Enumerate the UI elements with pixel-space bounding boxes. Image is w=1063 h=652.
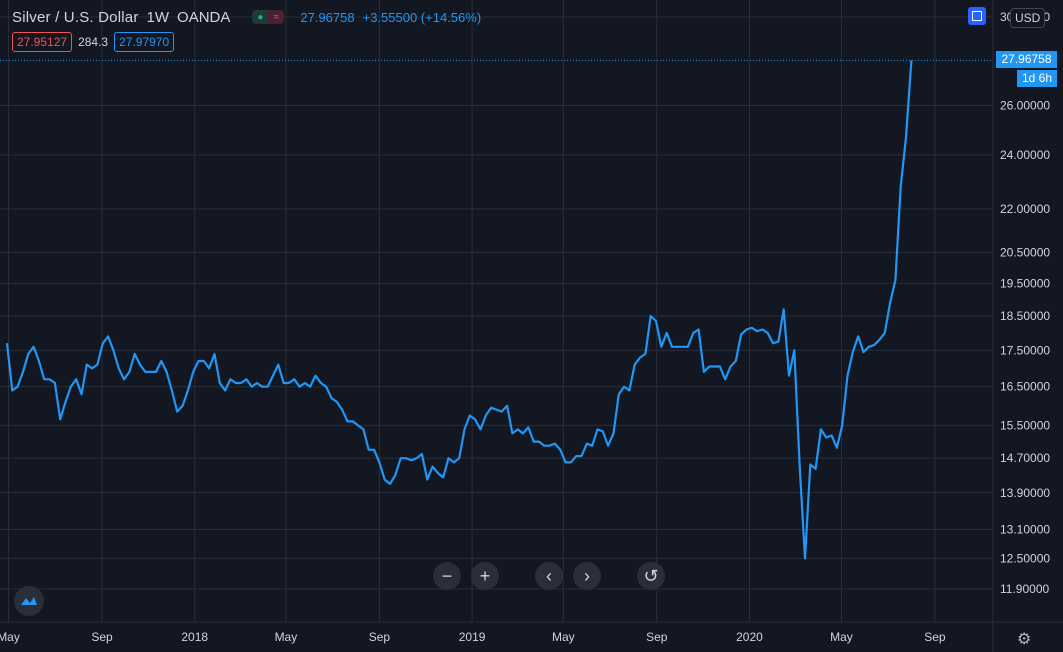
y-tick-label: 18.50000 (1000, 309, 1050, 323)
x-tick-label: 2020 (736, 630, 763, 644)
y-tick-label: 20.50000 (1000, 245, 1050, 259)
y-tick-label: 11.90000 (1000, 582, 1049, 596)
y-tick-label: 26.00000 (1000, 99, 1050, 113)
square-icon[interactable] (968, 7, 986, 25)
plus-icon[interactable]: + (471, 562, 499, 590)
y-tick-label: 17.50000 (1000, 343, 1050, 357)
approx-icon[interactable]: ≈ (268, 10, 285, 24)
series-line[interactable] (5, 60, 913, 560)
y-tick-label: 22.00000 (1000, 202, 1050, 216)
x-tick-label: Sep (369, 630, 391, 644)
last-price: 27.96758 (300, 9, 355, 25)
y-tick-label: 15.50000 (1000, 418, 1050, 432)
x-tick-label: May (0, 630, 20, 644)
exchange-label[interactable]: OANDA (177, 8, 231, 26)
x-tick-label: May (275, 630, 298, 644)
currency-button[interactable]: USD (1010, 8, 1046, 28)
bid-ask-row: 27.95127 284.3 27.97970 (12, 32, 175, 52)
y-tick-label: 19.50000 (1000, 276, 1050, 290)
y-tick-label: 24.00000 (1000, 148, 1050, 162)
gear-icon[interactable]: ⚙ (1017, 631, 1032, 648)
y-tick-label: 12.50000 (1000, 551, 1050, 565)
ask-price[interactable]: 27.97970 (114, 32, 175, 52)
chevron-right-icon[interactable]: › (573, 562, 601, 590)
y-tick-label: 13.90000 (1000, 486, 1050, 500)
x-tick-label: 2018 (181, 630, 208, 644)
x-tick-label: Sep (646, 630, 668, 644)
market-status[interactable]: ● ≈ (252, 10, 285, 24)
x-tick-label: 2019 (459, 630, 486, 644)
y-tick-label: 16.50000 (1000, 380, 1050, 394)
x-tick-label: May (552, 630, 575, 644)
rotate-ccw-icon[interactable]: ↺ (637, 562, 665, 590)
minus-icon[interactable]: − (433, 562, 461, 590)
chart-navigation: − + ‹ › ↺ (433, 562, 665, 590)
spread-value: 284.3 (78, 35, 109, 49)
x-tick-label: May (830, 630, 853, 644)
circle-dot-icon[interactable]: ● (252, 10, 269, 24)
bar-countdown: 1d 6h (1017, 70, 1057, 88)
chart-header: Silver / U.S. Dollar 1W OANDA ● ≈ 27.967… (12, 6, 481, 28)
tradingview-logo-icon[interactable] (14, 586, 44, 616)
price-change: +3.55500 (+14.56%) (362, 9, 482, 25)
bid-price[interactable]: 27.95127 (12, 32, 73, 52)
x-tick-label: Sep (924, 630, 946, 644)
time-axis[interactable]: May Sep 2018 May Sep 2019 May Sep 2020 May Sep (0, 630, 946, 644)
last-price-tag: 27.96758 (996, 51, 1057, 69)
chevron-left-icon[interactable]: ‹ (535, 562, 563, 590)
grid (0, 0, 993, 622)
y-tick-label: 14.70000 (1000, 451, 1050, 465)
x-tick-label: Sep (91, 630, 113, 644)
price-axis[interactable]: 30.0000026.0000024.0000022.0000020.50000… (1000, 10, 1050, 596)
y-tick-label: 13.10000 (1000, 522, 1050, 536)
interval-label[interactable]: 1W (146, 8, 170, 26)
symbol-title[interactable]: Silver / U.S. Dollar (12, 8, 139, 26)
